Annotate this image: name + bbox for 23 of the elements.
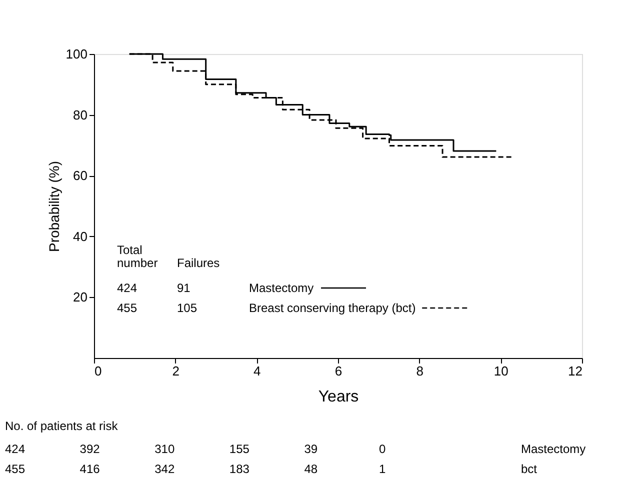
annotation: Failures (177, 256, 220, 270)
x-tick-label: 8 (416, 364, 424, 378)
text: No. of patients at risk (5, 419, 119, 433)
x-axis-title: Years (318, 388, 359, 406)
y-tick-label: 100 (66, 46, 88, 62)
text: 455 105 (117, 301, 198, 315)
y-tick-label: 80 (73, 107, 88, 122)
legend-label: Breast conserving therapy (bct) (249, 301, 416, 315)
x-tick-label: 10 (494, 364, 508, 378)
x-tick-label: 12 (568, 364, 582, 378)
y-tick-label: 20 (73, 290, 88, 305)
x-tick-label: 2 (172, 364, 180, 378)
y-tick-label: 40 (73, 228, 88, 244)
x-tick-label: 6 (334, 364, 342, 378)
y-tick-label: 60 (73, 168, 88, 184)
annotation: Total number (117, 243, 158, 270)
legend-label: Mastectomy (249, 281, 314, 295)
x-tick-label: 0 (94, 364, 102, 378)
text: 424 91 (117, 281, 190, 295)
y-axis-title: Probability (%) (46, 160, 62, 252)
text: 455 416 342 183 48 1 bct (5, 462, 538, 476)
x-tick-label: 4 (254, 364, 261, 378)
text: 424 392 310 155 39 0 Mastectomy (5, 442, 586, 456)
